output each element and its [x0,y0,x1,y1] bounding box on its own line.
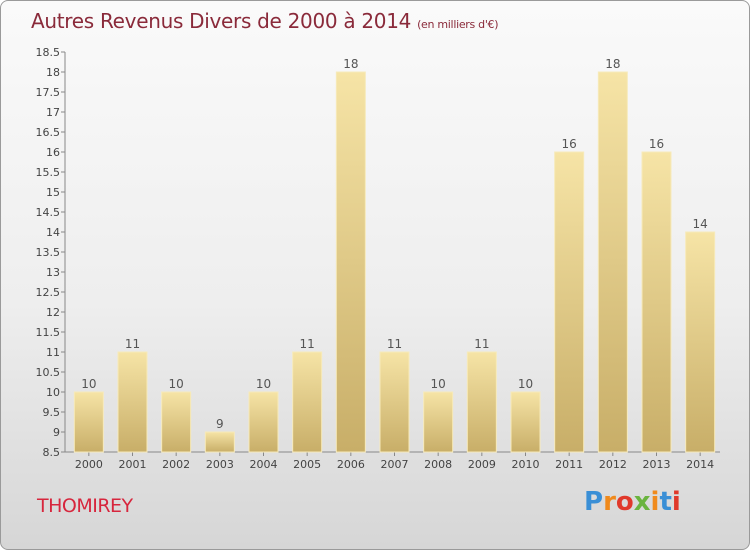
x-tick-label-2012: 2012 [599,458,627,471]
bar-2006 [335,71,366,453]
y-tick-label: 9.5 [43,406,61,419]
y-tick-label: 11.5 [36,326,61,339]
x-tick-label-2004: 2004 [250,458,278,471]
y-tick-label: 9 [53,426,60,439]
x-tick-label-2008: 2008 [424,458,452,471]
y-tick-label: 13.5 [36,246,61,259]
logo-letter: o [615,487,634,517]
y-tick-label: 8.5 [43,446,61,459]
y-tick-label: 11 [46,346,60,359]
y-tick-label: 15.5 [36,166,61,179]
place-name: THOMIREY [37,495,133,517]
data-label-2003: 9 [216,417,224,431]
x-tick-label-2005: 2005 [293,458,321,471]
y-tick-label: 15 [46,186,60,199]
bar-2008 [423,391,454,453]
x-tick-label-2009: 2009 [468,458,496,471]
logo-letter: P [584,487,604,517]
y-tick-label: 14 [46,226,60,239]
logo-letter: i [671,487,681,517]
data-label-2008: 10 [431,377,446,391]
chart-title-text: Autres Revenus Divers de 2000 à 2014 [31,9,412,33]
y-tick-label: 17.5 [36,86,61,99]
x-tick-label-2002: 2002 [162,458,190,471]
bar-2012 [597,71,628,453]
data-label-2004: 10 [256,377,271,391]
y-tick-label: 10.5 [36,366,61,379]
proxiti-logo[interactable]: Proxiti [584,487,681,517]
data-label-2005: 11 [300,337,315,351]
data-label-2006: 18 [343,57,358,71]
data-label-2007: 11 [387,337,402,351]
y-tick-label: 14.5 [36,206,61,219]
data-label-2013: 16 [649,137,664,151]
data-label-2009: 11 [474,337,489,351]
bar-2014 [685,231,716,453]
data-label-2001: 11 [125,337,140,351]
x-tick-label-2014: 2014 [686,458,714,471]
bar-2009 [466,351,497,453]
y-tick-label: 12 [46,306,60,319]
logo-letter: t [659,487,672,517]
x-tick-label-2006: 2006 [337,458,365,471]
bar-2013 [641,151,672,453]
x-tick-label-2000: 2000 [75,458,103,471]
y-tick-label: 18.5 [36,46,61,59]
logo-letter: r [603,487,616,517]
data-label-2000: 10 [81,377,96,391]
y-tick-label: 12.5 [36,286,61,299]
y-tick-label: 17 [46,106,60,119]
y-tick-label: 16 [46,146,60,159]
y-tick-label: 18 [46,66,60,79]
chart-title: Autres Revenus Divers de 2000 à 2014 (en … [31,9,499,33]
y-tick-label: 13 [46,266,60,279]
data-label-2002: 10 [169,377,184,391]
data-label-2014: 14 [693,217,708,231]
bar-2002 [161,391,192,453]
bar-2010 [510,391,541,453]
chart-subtitle: (en milliers d'€) [417,18,499,31]
x-tick-label-2011: 2011 [555,458,583,471]
bar-2005 [292,351,323,453]
x-tick-label-2003: 2003 [206,458,234,471]
data-label-2010: 10 [518,377,533,391]
data-label-2011: 16 [562,137,577,151]
x-tick-label-2001: 2001 [119,458,147,471]
logo-letter: x [633,487,651,517]
bar-2007 [379,351,410,453]
x-tick-label-2010: 2010 [512,458,540,471]
bar-2003 [204,431,235,453]
logo-letter: i [650,487,660,517]
x-tick-label-2013: 2013 [643,458,671,471]
bar-2001 [117,351,148,453]
y-tick-label: 10 [46,386,60,399]
bar-2011 [554,151,585,453]
bar-2000 [73,391,104,453]
x-tick-label-2007: 2007 [381,458,409,471]
y-tick-label: 16.5 [36,126,61,139]
data-label-2012: 18 [605,57,620,71]
bar-2004 [248,391,279,453]
